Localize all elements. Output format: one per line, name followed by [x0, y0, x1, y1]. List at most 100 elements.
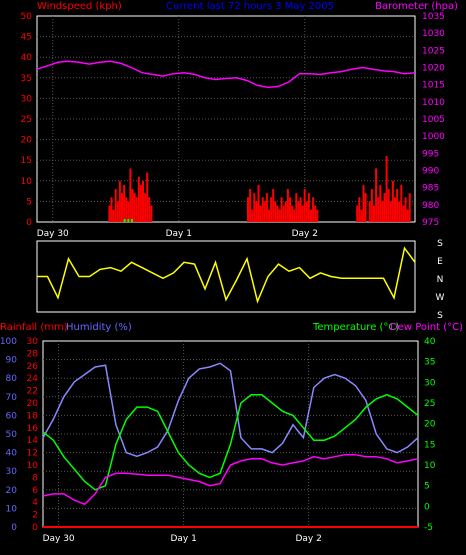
- wind-bar: [278, 209, 281, 222]
- wind-bar: [118, 180, 121, 222]
- wind-bar: [408, 193, 411, 222]
- windspeed-tick-label: 20: [21, 136, 33, 146]
- wind-bar: [356, 205, 359, 222]
- windspeed-tick-label: 45: [21, 33, 32, 43]
- wind-bar: [125, 197, 128, 222]
- windspeed-tick-label: 25: [21, 115, 32, 125]
- rainfall-tick-label: 30: [27, 337, 39, 347]
- wind-bar: [282, 205, 285, 222]
- wind-bar: [259, 205, 262, 222]
- wind-bar: [255, 201, 258, 222]
- wind-bar: [364, 193, 367, 222]
- wind-bar: [137, 176, 140, 222]
- humidity-tick-label: 50: [6, 430, 18, 440]
- wind-bar: [127, 201, 130, 222]
- wind-bar: [383, 193, 386, 222]
- direction-label: S: [437, 311, 443, 321]
- temperature-tick-label: 15: [424, 440, 435, 450]
- temperature-tick-label: 0: [424, 502, 430, 512]
- wind-bar: [112, 209, 115, 222]
- wind-bar: [144, 193, 147, 222]
- temperature-tick-label: 10: [424, 461, 436, 471]
- wind-bar: [148, 197, 151, 222]
- wind-bar: [396, 189, 399, 222]
- wind-bar: [135, 197, 138, 222]
- barometer-tick-label: 1010: [422, 98, 445, 108]
- wind-bar: [293, 209, 296, 222]
- wind-bar: [270, 197, 273, 222]
- rainfall-tick-label: 12: [27, 449, 38, 459]
- humidity-axis-title: Humidity (%): [66, 322, 132, 333]
- humidity-tick-label: 40: [6, 449, 18, 459]
- humidity-line: [42, 362, 419, 458]
- gust-mark: [127, 219, 130, 222]
- barometer-tick-label: 1005: [422, 115, 445, 125]
- direction-label: N: [437, 275, 444, 285]
- x-tick-label: Day 30: [37, 229, 69, 239]
- humidity-tick-label: 70: [6, 393, 18, 403]
- windspeed-tick-label: 35: [21, 74, 32, 84]
- direction-label: S: [437, 239, 443, 249]
- wind-bar: [373, 205, 375, 222]
- wind-bar: [131, 189, 134, 222]
- wind-bar: [291, 205, 294, 222]
- wind-bar: [362, 184, 365, 222]
- rainfall-tick-label: 6: [32, 486, 38, 496]
- temperature-tick-label: 35: [424, 358, 435, 368]
- windspeed-tick-label: 40: [21, 53, 33, 63]
- barometer-line: [36, 60, 416, 89]
- wind-bar: [387, 189, 390, 222]
- plot-frame: [36, 240, 416, 313]
- temperature-axis-title: Temperature (°C): [312, 322, 399, 333]
- temperature-tick-label: 20: [424, 420, 436, 430]
- wind-bar: [110, 197, 113, 222]
- barometer-tick-label: 1030: [422, 29, 445, 39]
- barometer-axis-title: Barometer (hpa): [375, 1, 458, 12]
- rainfall-tick-label: 0: [32, 523, 38, 533]
- rainfall-tick-label: 24: [27, 374, 39, 384]
- wind-bar: [129, 168, 132, 222]
- rainfall-tick-label: 26: [27, 362, 39, 372]
- wind-bar: [404, 197, 407, 222]
- rainfall-tick-label: 14: [27, 436, 39, 446]
- wind-bar: [139, 184, 142, 222]
- chart-title: Current last 72 hours 3 May 2005: [166, 1, 334, 12]
- windspeed-tick-label: 5: [26, 197, 32, 207]
- rainfall-tick-label: 4: [32, 498, 38, 508]
- wind-bar: [375, 168, 378, 222]
- x-tick-label: Day 30: [43, 534, 75, 544]
- wind-bar: [297, 201, 300, 222]
- windspeed-tick-label: 15: [21, 156, 32, 166]
- barometer-tick-label: 975: [422, 218, 439, 228]
- gust-mark: [123, 219, 126, 222]
- humidity-tick-label: 0: [11, 523, 17, 533]
- wind-bar: [268, 209, 270, 222]
- humidity-tick-label: 90: [6, 356, 18, 366]
- temperature-tick-label: 5: [424, 482, 430, 492]
- barometer-tick-label: 1000: [422, 132, 445, 142]
- temperature-tick-label: -5: [424, 523, 433, 533]
- wind-bar: [150, 205, 153, 222]
- wind-bar: [295, 193, 298, 222]
- wind-bar: [402, 205, 405, 222]
- barometer-tick-label: 995: [422, 149, 439, 159]
- wind-bar: [133, 193, 136, 222]
- x-tick-label: Day 1: [170, 534, 196, 544]
- barometer-tick-label: 985: [422, 184, 439, 194]
- humidity-tick-label: 60: [6, 411, 18, 421]
- wind-bar: [253, 193, 256, 222]
- wind-bar: [307, 193, 310, 222]
- wind-bar: [121, 193, 123, 222]
- wind-bar: [312, 197, 315, 222]
- wind-bar: [280, 197, 283, 222]
- wind-bar: [389, 201, 392, 222]
- barometer-tick-label: 980: [422, 201, 439, 211]
- barometer-tick-label: 1020: [422, 64, 445, 74]
- wind-bar: [400, 184, 403, 222]
- barometer-tick-label: 1025: [422, 46, 445, 56]
- rainfall-tick-label: 8: [32, 473, 38, 483]
- temperature-humidity-panel: Rainfall (mm) Humidity (%) Temperature (…: [0, 322, 463, 544]
- humidity-tick-label: 100: [0, 337, 17, 347]
